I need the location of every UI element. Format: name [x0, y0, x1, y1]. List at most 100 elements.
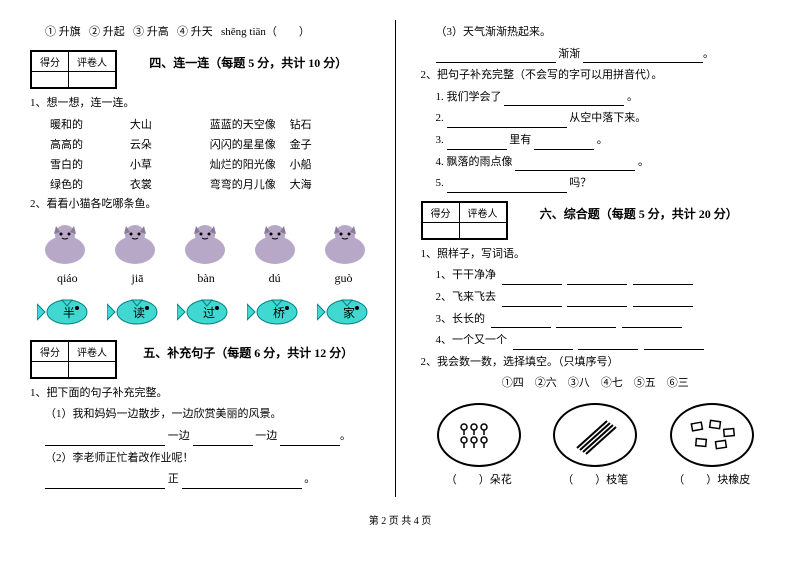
top-options: ① 升旗 ② 升起 ③ 升高 ④ 升天 shēng tiān（ ）: [45, 24, 380, 42]
section4-header: 得分 评卷人 四、连一连（每题 5 分，共计 10 分）: [30, 50, 380, 89]
blank-field[interactable]: [491, 313, 551, 328]
sec5-q1: 1、把下面的句子补充完整。: [30, 385, 380, 403]
pinyin-2: jiā: [132, 271, 144, 286]
right-column: （3）天气渐渐热起来。 渐渐 。 2、把句子补充完整（不会写的字可以用拼音代）。…: [416, 20, 771, 497]
page-footer: 第 2 页 共 4 页: [30, 512, 770, 527]
cat-icon: [320, 220, 370, 265]
fish-icon: 桥: [247, 292, 302, 332]
opt1: ① 升旗: [45, 26, 81, 38]
sec6-line3: 3、长长的: [436, 311, 771, 329]
blank-field[interactable]: [193, 431, 253, 446]
blank-field[interactable]: [447, 135, 507, 150]
sec5-l2: 一边 一边 。: [45, 428, 380, 446]
svg-text:家: 家: [343, 305, 355, 320]
top-pinyin: shēng tiān（ ）: [221, 26, 310, 38]
opt4: ④ 升天: [177, 26, 213, 38]
blank-field[interactable]: [633, 270, 693, 285]
sec6-line4: 4、一个又一个: [436, 332, 771, 350]
svg-text:桥: 桥: [273, 306, 285, 320]
r-item-4: 4. 飘落的雨点像 。: [436, 154, 771, 172]
blank-field[interactable]: [45, 474, 165, 489]
blank-field[interactable]: [502, 292, 562, 307]
blank-field[interactable]: [182, 474, 302, 489]
blank-field[interactable]: [567, 292, 627, 307]
r-q2: 2、把句子补充完整（不会写的字可以用拼音代）。: [421, 67, 771, 85]
circle-pencils: （ ）枝笔: [553, 403, 637, 487]
blank-field[interactable]: [644, 335, 704, 350]
left-column: ① 升旗 ② 升起 ③ 升高 ④ 升天 shēng tiān（ ） 得分 评卷人…: [30, 20, 396, 497]
svg-text:读: 读: [133, 306, 145, 320]
cat-row: [30, 220, 380, 265]
section5-title: 五、补充句子（每题 6 分，共计 12 分）: [117, 340, 380, 361]
r-item-1: 1. 我们学会了 。: [436, 89, 771, 107]
score-box-6: 得分评卷人: [421, 201, 508, 240]
sec6-opts: ①四 ②六 ③八 ④七 ⑤五 ⑥三: [421, 375, 771, 393]
pencils-icon: [553, 403, 637, 467]
cat-icon: [250, 220, 300, 265]
pinyin-1: qiáo: [57, 271, 78, 286]
cat-icon: [110, 220, 160, 265]
blank-field[interactable]: [513, 335, 573, 350]
sec6-line2: 2、飞来飞去: [436, 289, 771, 307]
circle-flowers: （ ）朵花: [437, 403, 521, 487]
blank-field[interactable]: [633, 292, 693, 307]
sec5-l1: （1）我和妈妈一边散步，一边欣赏美丽的风景。: [45, 406, 380, 424]
score-box-4: 得分 评卷人: [30, 50, 117, 89]
word-row-2: 高高的 云朵 闪闪的星星像 金子: [50, 136, 370, 152]
opt2: ② 升起: [89, 26, 125, 38]
circle-row: （ ）朵花 （ ）枝笔: [421, 403, 771, 487]
fish-icon: 读: [107, 292, 162, 332]
sec5-l3: （2）李老师正忙着改作业呢！: [45, 450, 380, 468]
word-row-1: 暖和的 大山 蓝蓝的天空像 钻石: [50, 116, 370, 132]
sec4-q2: 2、看看小猫各吃哪条鱼。: [30, 196, 380, 214]
blank-field[interactable]: [280, 431, 340, 446]
flowers-icon: [437, 403, 521, 467]
blank-field[interactable]: [567, 270, 627, 285]
blank-field[interactable]: [504, 91, 624, 106]
label-pencils: （ ）枝笔: [562, 474, 628, 486]
section6-title: 六、综合题（每题 5 分，共计 20 分）: [508, 201, 771, 222]
grader-label: 评卷人: [69, 51, 116, 71]
page-container: ① 升旗 ② 升起 ③ 升高 ④ 升天 shēng tiān（ ） 得分 评卷人…: [30, 20, 770, 497]
blank-field[interactable]: [578, 335, 638, 350]
score-label: 得分: [32, 51, 69, 71]
blank-field[interactable]: [447, 113, 567, 128]
r-item-5: 5. 吗？: [436, 175, 771, 193]
word-row-3: 雪白的 小草 灿烂的阳光像 小船: [50, 156, 370, 172]
word-row-4: 绿色的 衣裳 弯弯的月儿像 大海: [50, 176, 370, 192]
opt3: ③ 升高: [133, 26, 169, 38]
pinyin-3: bàn: [197, 271, 214, 286]
sec5-l4: 正 。: [45, 471, 380, 489]
sec4-q1: 1、想一想，连一连。: [30, 95, 380, 113]
blank-field[interactable]: [502, 270, 562, 285]
circle-erasers: （ ）块橡皮: [670, 403, 754, 487]
blank-field[interactable]: [515, 156, 635, 171]
sec6-q1: 1、照样子，写词语。: [421, 246, 771, 264]
blank-field[interactable]: [534, 135, 594, 150]
fish-icon: 家: [317, 292, 372, 332]
blank-field[interactable]: [447, 178, 567, 193]
cat-icon: [40, 220, 90, 265]
r-item-3: 3. 里有 。: [436, 132, 771, 150]
r-item-2: 2. 从空中落下来。: [436, 110, 771, 128]
blank-field[interactable]: [583, 48, 703, 63]
section6-header: 得分评卷人 六、综合题（每题 5 分，共计 20 分）: [421, 201, 771, 240]
section4-title: 四、连一连（每题 5 分，共计 10 分）: [117, 50, 380, 71]
fish-row: 半 读 过 桥 家: [30, 292, 380, 332]
sec6-line1: 1、干干净净: [436, 267, 771, 285]
pinyin-4: dú: [269, 271, 281, 286]
blank-field[interactable]: [556, 313, 616, 328]
score-box-5: 得分评卷人: [30, 340, 117, 379]
r-l2: 渐渐 。: [436, 46, 771, 64]
cat-icon: [180, 220, 230, 265]
section5-header: 得分评卷人 五、补充句子（每题 6 分，共计 12 分）: [30, 340, 380, 379]
pinyin-5: guò: [335, 271, 353, 286]
fish-icon: 半: [37, 292, 92, 332]
pinyin-row: qiáo jiā bàn dú guò: [30, 271, 380, 286]
blank-field[interactable]: [45, 431, 165, 446]
blank-field[interactable]: [622, 313, 682, 328]
sec6-q2: 2、我会数一数，选择填空。（只填序号）: [421, 354, 771, 372]
label-flowers: （ ）朵花: [446, 474, 512, 486]
r-l1: （3）天气渐渐热起来。: [436, 24, 771, 42]
blank-field[interactable]: [436, 48, 556, 63]
